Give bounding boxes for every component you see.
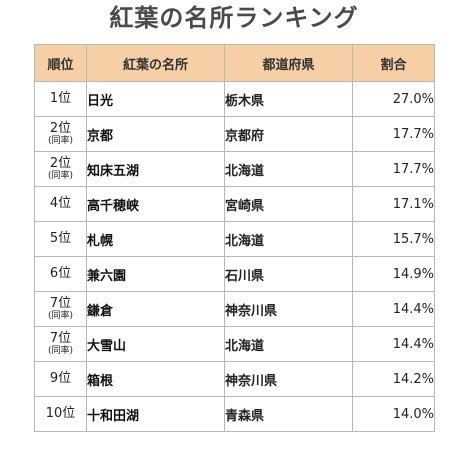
spot-name: 箱根 (86, 361, 225, 397)
prefecture-cell: 北海道 (224, 326, 353, 362)
table-row: 2位 (同率) 京都 京都府 17.7% (34, 116, 435, 152)
rank-cell: 6位 (34, 256, 87, 292)
tie-label: (同率) (47, 135, 74, 146)
spot-name: 京都 (86, 116, 225, 152)
spot-name: 高千穂峡 (86, 186, 225, 222)
rank-cell: 7位 (同率) (34, 326, 87, 362)
share-cell: 14.2% (352, 361, 435, 397)
table-row: 4位 高千穂峡 宮崎県 17.1% (34, 186, 435, 222)
rank-value: 7位 (49, 330, 72, 346)
table-row: 6位 兼六園 石川県 14.9% (34, 256, 435, 292)
prefecture-cell: 神奈川県 (224, 291, 353, 327)
ranking-table: 順位 紅葉の名所 都道府県 割合 1位 日光 栃木県 27.0% 2位 (同率) … (34, 44, 435, 432)
share-cell: 14.9% (352, 256, 435, 292)
share-cell: 27.0% (352, 81, 435, 117)
table-row: 5位 札幌 北海道 15.7% (34, 221, 435, 257)
rank-value: 4位 (49, 196, 72, 212)
rank-value: 6位 (49, 266, 72, 282)
rank-cell: 5位 (34, 221, 87, 257)
header-rank: 順位 (34, 44, 87, 82)
tie-label: (同率) (47, 170, 74, 181)
page-title: 紅葉の名所ランキング (109, 4, 359, 32)
rank-cell: 9位 (34, 361, 87, 397)
share-cell: 14.4% (352, 326, 435, 362)
rank-value: 9位 (49, 371, 72, 387)
tie-label: (同率) (47, 345, 74, 356)
rank-value: 1位 (49, 91, 72, 107)
table-row: 7位 (同率) 大雪山 北海道 14.4% (34, 326, 435, 362)
share-cell: 15.7% (352, 221, 435, 257)
table-row: 2位 (同率) 知床五湖 北海道 17.7% (34, 151, 435, 187)
rank-cell: 4位 (34, 186, 87, 222)
spot-name: 日光 (86, 81, 225, 117)
prefecture-cell: 神奈川県 (224, 361, 353, 397)
spot-name: 大雪山 (86, 326, 225, 362)
spot-name: 鎌倉 (86, 291, 225, 327)
prefecture-cell: 宮崎県 (224, 186, 353, 222)
spot-name: 札幌 (86, 221, 225, 257)
prefecture-cell: 石川県 (224, 256, 353, 292)
rank-cell: 2位 (同率) (34, 151, 87, 187)
prefecture-cell: 北海道 (224, 221, 353, 257)
header-name: 紅葉の名所 (86, 44, 225, 82)
rank-cell: 1位 (34, 81, 87, 117)
spot-name: 兼六園 (86, 256, 225, 292)
rank-value: 10位 (45, 406, 76, 422)
rank-cell: 7位 (同率) (34, 291, 87, 327)
table-row: 10位 十和田湖 青森県 14.0% (34, 396, 435, 432)
share-cell: 17.1% (352, 186, 435, 222)
table-row: 7位 (同率) 鎌倉 神奈川県 14.4% (34, 291, 435, 327)
rank-value: 5位 (49, 231, 72, 247)
share-cell: 17.7% (352, 116, 435, 152)
rank-value: 2位 (49, 155, 72, 171)
share-cell: 14.0% (352, 396, 435, 432)
rank-cell: 2位 (同率) (34, 116, 87, 152)
tie-label: (同率) (47, 310, 74, 321)
prefecture-cell: 青森県 (224, 396, 353, 432)
rank-value: 2位 (49, 120, 72, 136)
table-header-row: 順位 紅葉の名所 都道府県 割合 (34, 44, 435, 82)
prefecture-cell: 栃木県 (224, 81, 353, 117)
spot-name: 知床五湖 (86, 151, 225, 187)
share-cell: 14.4% (352, 291, 435, 327)
rank-value: 7位 (49, 295, 72, 311)
table-row: 9位 箱根 神奈川県 14.2% (34, 361, 435, 397)
rank-cell: 10位 (34, 396, 87, 432)
header-prefecture: 都道府県 (224, 44, 353, 82)
spot-name: 十和田湖 (86, 396, 225, 432)
header-share: 割合 (352, 44, 435, 82)
share-cell: 17.7% (352, 151, 435, 187)
prefecture-cell: 京都府 (224, 116, 353, 152)
prefecture-cell: 北海道 (224, 151, 353, 187)
table-row: 1位 日光 栃木県 27.0% (34, 81, 435, 117)
